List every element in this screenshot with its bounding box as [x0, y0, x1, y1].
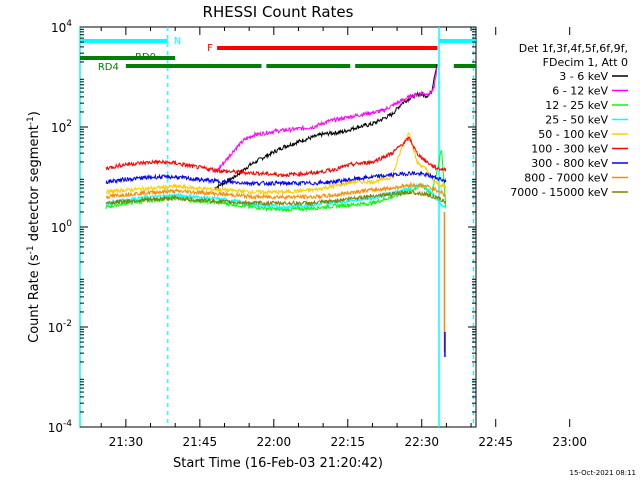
legend-entry-label: 7000 - 15000 keV: [510, 186, 608, 199]
legend-entry-label: 300 - 800 keV: [531, 157, 608, 170]
series-line: [105, 136, 447, 178]
legend-header-line: FDecim 1, Att 0: [543, 56, 628, 69]
series-line: [105, 182, 447, 211]
series-line: [105, 181, 447, 201]
legend-entry-label: 6 - 12 keV: [552, 85, 608, 98]
y-tick-label: 10-4: [48, 419, 73, 435]
x-tick-label: 22:15: [330, 435, 365, 449]
series-lines: [105, 64, 447, 357]
flare-label: F: [207, 43, 213, 54]
x-tick-label: 22:00: [257, 435, 292, 449]
y-tick-label: 104: [51, 19, 72, 35]
chart-title: RHESSI Count Rates: [203, 3, 354, 21]
series-line: [214, 64, 438, 191]
x-tick-label: 21:45: [183, 435, 218, 449]
x-tick-label: 22:45: [478, 435, 513, 449]
legend-entry-label: 3 - 6 keV: [559, 70, 608, 83]
series-line: [105, 149, 447, 213]
y-tick-label: 102: [51, 119, 72, 135]
legend-entry-label: 12 - 25 keV: [545, 99, 608, 112]
series-line: [105, 189, 447, 207]
y-axis-label: Count Rate (s-1 detector segment-1): [26, 111, 42, 343]
legend-header-line: Det 1f,3f,4f,5f,6f,9f,: [519, 42, 628, 55]
legend-entry-label: 100 - 300 keV: [531, 143, 608, 156]
series-line: [105, 170, 447, 187]
rd4-label: RD4: [98, 62, 119, 73]
series-line: [214, 66, 438, 174]
footer-date: 15-Oct-2021 08:11: [570, 469, 636, 477]
legend-entry-label: 800 - 7000 keV: [524, 172, 608, 185]
x-axis-label: Start Time (16-Feb-03 21:20:42): [173, 456, 383, 471]
legend-entry-label: 25 - 50 keV: [545, 114, 608, 127]
series-line: [106, 132, 447, 196]
x-tick-label: 23:00: [552, 435, 587, 449]
plot-border: [79, 26, 477, 428]
rd0-label: RD0: [135, 52, 156, 63]
annotation-bars: N F RD0 RD4: [79, 27, 476, 427]
plot-frame: [79, 26, 477, 428]
x-tick-label: 21:30: [109, 435, 144, 449]
legend: Det 1f,3f,4f,5f,6f,9f,FDecim 1, Att 03 -…: [510, 42, 628, 199]
x-tick-label: 22:30: [404, 435, 439, 449]
night-label: N: [174, 36, 181, 47]
y-tick-label: 10-2: [48, 319, 72, 335]
legend-entry-label: 50 - 100 keV: [538, 128, 608, 141]
axes: 104 102 100 10-2 10-4 21:30 21:45 22:00 22:15 22:…: [48, 19, 587, 449]
y-tick-label: 100: [51, 219, 72, 235]
